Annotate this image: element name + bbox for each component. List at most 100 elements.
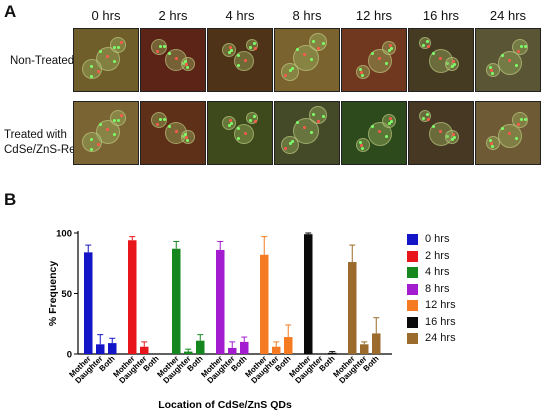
time-label: 0 hrs [91, 8, 121, 23]
fluorescent-spot [254, 47, 257, 50]
legend-swatch [407, 283, 418, 295]
micrograph-tile [408, 101, 474, 165]
fluorescent-spot [501, 127, 504, 130]
x-axis-title: Location of CdSe/ZnS QDs [158, 399, 292, 411]
fluorescent-spot [453, 136, 456, 139]
time-label: 2 hrs [158, 8, 188, 23]
micrograph-tile [73, 101, 139, 165]
fluorescent-spot [310, 58, 313, 61]
fluorescent-spot [113, 133, 116, 136]
bar [240, 341, 249, 354]
time-label: 24 hrs [489, 8, 527, 23]
fluorescent-spot [322, 42, 325, 45]
fluorescent-spot [90, 65, 93, 68]
bar [304, 234, 313, 354]
fluorescent-spot [97, 143, 100, 146]
row-label-treated-line2: CdSe/ZnS-Red [4, 144, 82, 156]
fluorescent-spot [439, 130, 442, 133]
fluorescent-spot [524, 45, 527, 48]
legend-label: 2 hrs [425, 249, 450, 262]
fluorescent-spot [390, 47, 393, 50]
fluorescent-spot [359, 141, 362, 144]
fluorescent-spot [452, 133, 455, 136]
fluorescent-spot [432, 125, 435, 128]
fluorescent-spot [289, 69, 292, 72]
fluorescent-spot [120, 114, 123, 117]
legend-label: 16 hrs [425, 315, 456, 328]
fluorescent-spot [237, 64, 240, 67]
fluorescent-spot [230, 122, 233, 125]
fluorescent-spot [385, 135, 388, 138]
fluorescent-spot [186, 139, 189, 142]
fluorescent-spot [385, 62, 388, 65]
fluorescent-spot [284, 74, 287, 77]
fluorescent-spot [432, 52, 435, 55]
yeast-cell [222, 116, 236, 130]
yeast-cell [309, 106, 327, 124]
bar [96, 344, 105, 354]
legend-label: 12 hrs [425, 299, 456, 311]
micrograph-tile [274, 101, 340, 165]
fluorescent-spot [322, 115, 325, 118]
fluorescent-spot [310, 131, 313, 134]
fluorescent-spot [427, 118, 430, 121]
fluorescent-spot [296, 48, 299, 51]
micrograph-tile [475, 101, 541, 165]
bar [348, 262, 357, 354]
y-tick-label: 50 [61, 289, 72, 300]
time-label: 16 hrs [422, 8, 460, 23]
yeast-cell [368, 122, 392, 146]
yeast-cell [382, 114, 396, 128]
micrograph-tile [73, 28, 139, 92]
fluorescent-spot [291, 140, 294, 143]
scale-bar-bottom [74, 165, 102, 167]
fluorescent-spot [229, 46, 232, 49]
fluorescent-spot [117, 46, 120, 49]
panel-b-letter: B [4, 190, 17, 209]
fluorescent-spot [312, 113, 315, 116]
y-axis-title: % Frequency [47, 261, 59, 327]
fluorescent-spot [378, 130, 381, 133]
fluorescent-spot [106, 128, 109, 131]
fluorescent-spot [253, 42, 256, 45]
time-label: 8 hrs [292, 8, 322, 23]
fluorescent-spot [90, 138, 93, 141]
fluorescent-spot [99, 123, 102, 126]
yeast-cell [382, 41, 396, 55]
fluorescent-spot [175, 130, 178, 133]
row-label-non-treated: Non-Treated [10, 55, 75, 67]
legend-label: 8 hrs [425, 282, 450, 295]
bar [108, 343, 117, 354]
bar [84, 252, 93, 354]
fluorescent-spot [451, 138, 454, 141]
legend-swatch [407, 333, 418, 344]
fluorescent-spot [515, 137, 518, 140]
fluorescent-spot [296, 121, 299, 124]
legend-label: 4 hrs [425, 266, 450, 278]
fluorescent-spot [426, 113, 429, 116]
fluorescent-spot [388, 122, 391, 125]
fluorescent-spot [453, 63, 456, 66]
fluorescent-spot [371, 125, 374, 128]
bar [216, 249, 225, 354]
yeast-cell [82, 132, 102, 152]
yeast-cell [498, 51, 522, 75]
fluorescent-spot [360, 71, 363, 74]
fluorescent-spot [451, 65, 454, 68]
fluorescent-spot [422, 44, 425, 47]
bar [328, 352, 337, 354]
micrograph-tile [408, 28, 474, 92]
fluorescent-spot [452, 60, 455, 63]
fluorescent-spot [520, 118, 523, 121]
yeast-cell [110, 110, 126, 126]
fluorescent-spot [517, 123, 520, 126]
time-label: 12 hrs [355, 8, 393, 23]
fluorescent-spot [230, 49, 233, 52]
legend-swatch [407, 316, 418, 328]
panel-a-letter: A [4, 2, 17, 21]
fluorescent-spot [184, 133, 187, 136]
fluorescent-spot [244, 132, 247, 135]
fluorescent-spot [439, 57, 442, 60]
yeast-cell [445, 57, 459, 71]
bar [360, 344, 369, 354]
